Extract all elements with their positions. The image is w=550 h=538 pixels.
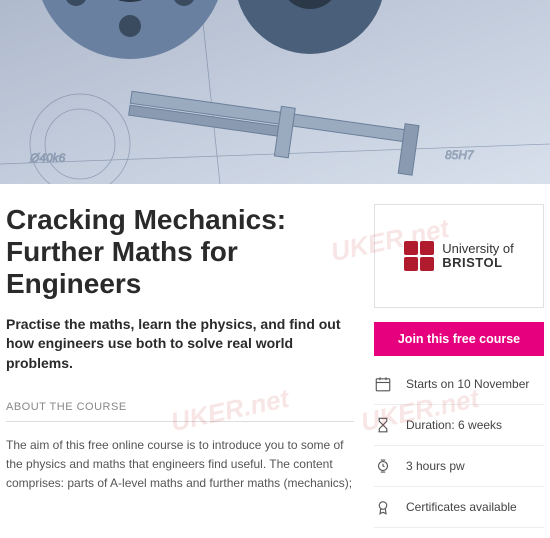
course-subtitle: Practise the maths, learn the physics, a… bbox=[6, 315, 354, 374]
bristol-crest-icon bbox=[404, 241, 434, 271]
meta-effort-label: 3 hours pw bbox=[406, 459, 465, 473]
meta-certificate: Certificates available bbox=[374, 487, 544, 528]
hero-image: Ø40k6 85H7 bbox=[0, 0, 550, 184]
svg-text:Ø40k6: Ø40k6 bbox=[29, 151, 66, 165]
course-body: The aim of this free online course is to… bbox=[6, 436, 354, 492]
hourglass-icon bbox=[374, 416, 392, 434]
course-title: Cracking Mechanics: Further Maths for En… bbox=[6, 204, 354, 301]
meta-effort: 3 hours pw bbox=[374, 446, 544, 487]
about-section-label: ABOUT THE COURSE bbox=[6, 401, 354, 422]
meta-duration: Duration: 6 weeks bbox=[374, 405, 544, 446]
join-course-button[interactable]: Join this free course bbox=[374, 322, 544, 356]
meta-certificate-label: Certificates available bbox=[406, 500, 517, 514]
meta-duration-label: Duration: 6 weeks bbox=[406, 418, 502, 432]
institution-line2: BRISTOL bbox=[442, 256, 514, 270]
institution-line1: University of bbox=[442, 242, 514, 256]
meta-start-label: Starts on 10 November bbox=[406, 377, 529, 391]
institution-name: University of BRISTOL bbox=[442, 242, 514, 271]
certificate-icon bbox=[374, 498, 392, 516]
institution-logo: University of BRISTOL bbox=[374, 204, 544, 308]
svg-text:85H7: 85H7 bbox=[445, 148, 475, 162]
course-meta-list: Starts on 10 November Duration: 6 weeks … bbox=[374, 364, 544, 528]
watch-icon bbox=[374, 457, 392, 475]
gears-blueprint-svg: Ø40k6 85H7 bbox=[0, 0, 550, 184]
meta-start-date: Starts on 10 November bbox=[374, 364, 544, 405]
calendar-icon bbox=[374, 375, 392, 393]
